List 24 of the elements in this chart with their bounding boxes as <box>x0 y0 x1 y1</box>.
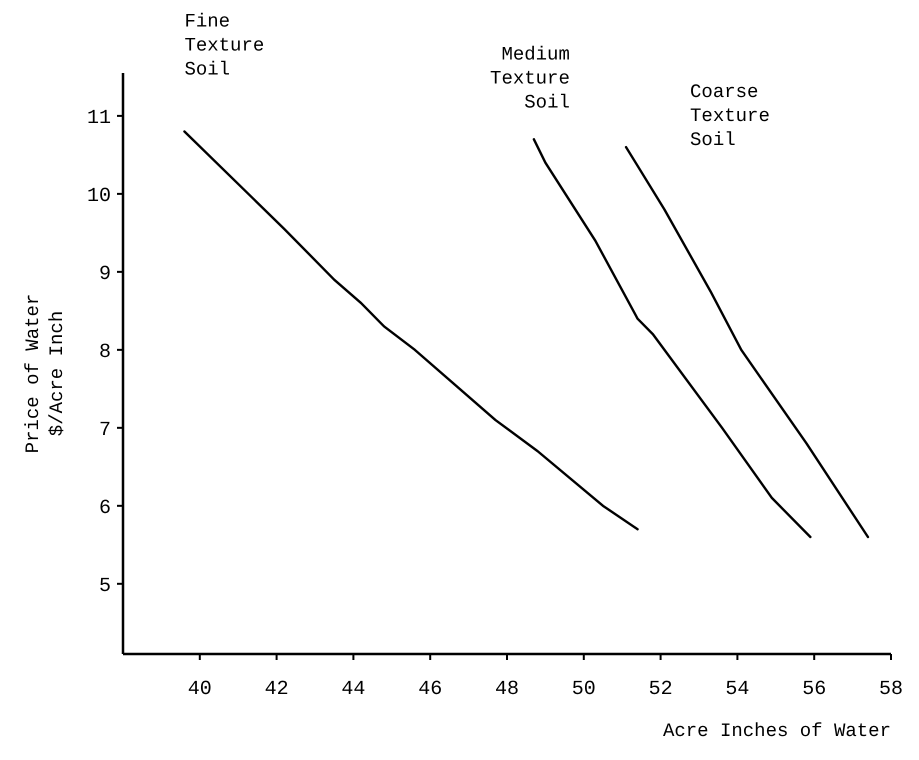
line-series <box>183 130 639 530</box>
x-tick-label: 50 <box>572 678 596 701</box>
text: Fine Texture Soil <box>184 10 264 80</box>
x-tick-label: 44 <box>341 678 366 701</box>
y-tick-label: 6 <box>98 496 111 520</box>
line-series <box>624 146 870 538</box>
x-tick-label: 48 <box>494 678 520 701</box>
text: Medium Texture Soil <box>490 43 570 114</box>
x-tick-label: 46 <box>418 678 442 701</box>
y-tick-label: 11 <box>86 106 111 130</box>
text: Coarse Texture Soil <box>690 81 770 152</box>
x-tick-label: 56 <box>802 678 826 701</box>
y-tick-label: 9 <box>98 262 111 286</box>
x-tick-label: 42 <box>264 678 289 701</box>
y-tick-label: 8 <box>98 340 111 364</box>
x-axis-title: Acre Inches of Water <box>662 720 891 742</box>
x-tick-label: 58 <box>878 678 904 701</box>
y-tick-label: 7 <box>98 418 111 442</box>
x-tick-label: 54 <box>725 678 750 701</box>
y-tick-label: 10 <box>86 184 111 208</box>
x-tick-label: 40 <box>188 678 212 701</box>
x-tick-label: 52 <box>648 678 673 701</box>
y-axis-title: Price of Water $/Acre Inch <box>22 294 68 454</box>
y-tick-label: 5 <box>98 574 111 598</box>
